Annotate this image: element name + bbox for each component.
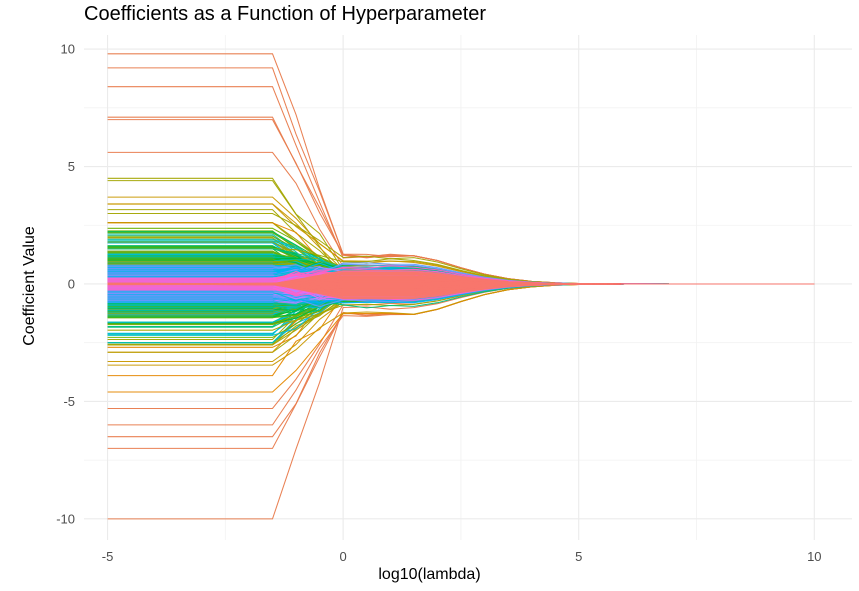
y-axis-label: Coefficient Value [21, 226, 38, 346]
x-axis-ticks: -5 0 5 10 [102, 549, 822, 564]
y-tick-label: 5 [68, 159, 75, 174]
coefficient-path [107, 275, 815, 286]
y-tick-label: 0 [68, 276, 75, 291]
chart-title: Coefficients as a Function of Hyperparam… [84, 3, 487, 25]
x-tick-label: 5 [575, 549, 582, 564]
y-tick-label: -5 [63, 394, 75, 409]
x-axis-label: log10(lambda) [378, 566, 481, 583]
y-tick-label: 10 [61, 42, 75, 57]
y-axis-ticks: -10 -5 0 5 10 [56, 42, 75, 527]
coefficient-paths [107, 53, 815, 520]
x-tick-label: 0 [340, 549, 347, 564]
x-tick-label: 10 [807, 549, 821, 564]
x-tick-label: -5 [102, 549, 114, 564]
y-tick-label: -10 [56, 511, 75, 526]
